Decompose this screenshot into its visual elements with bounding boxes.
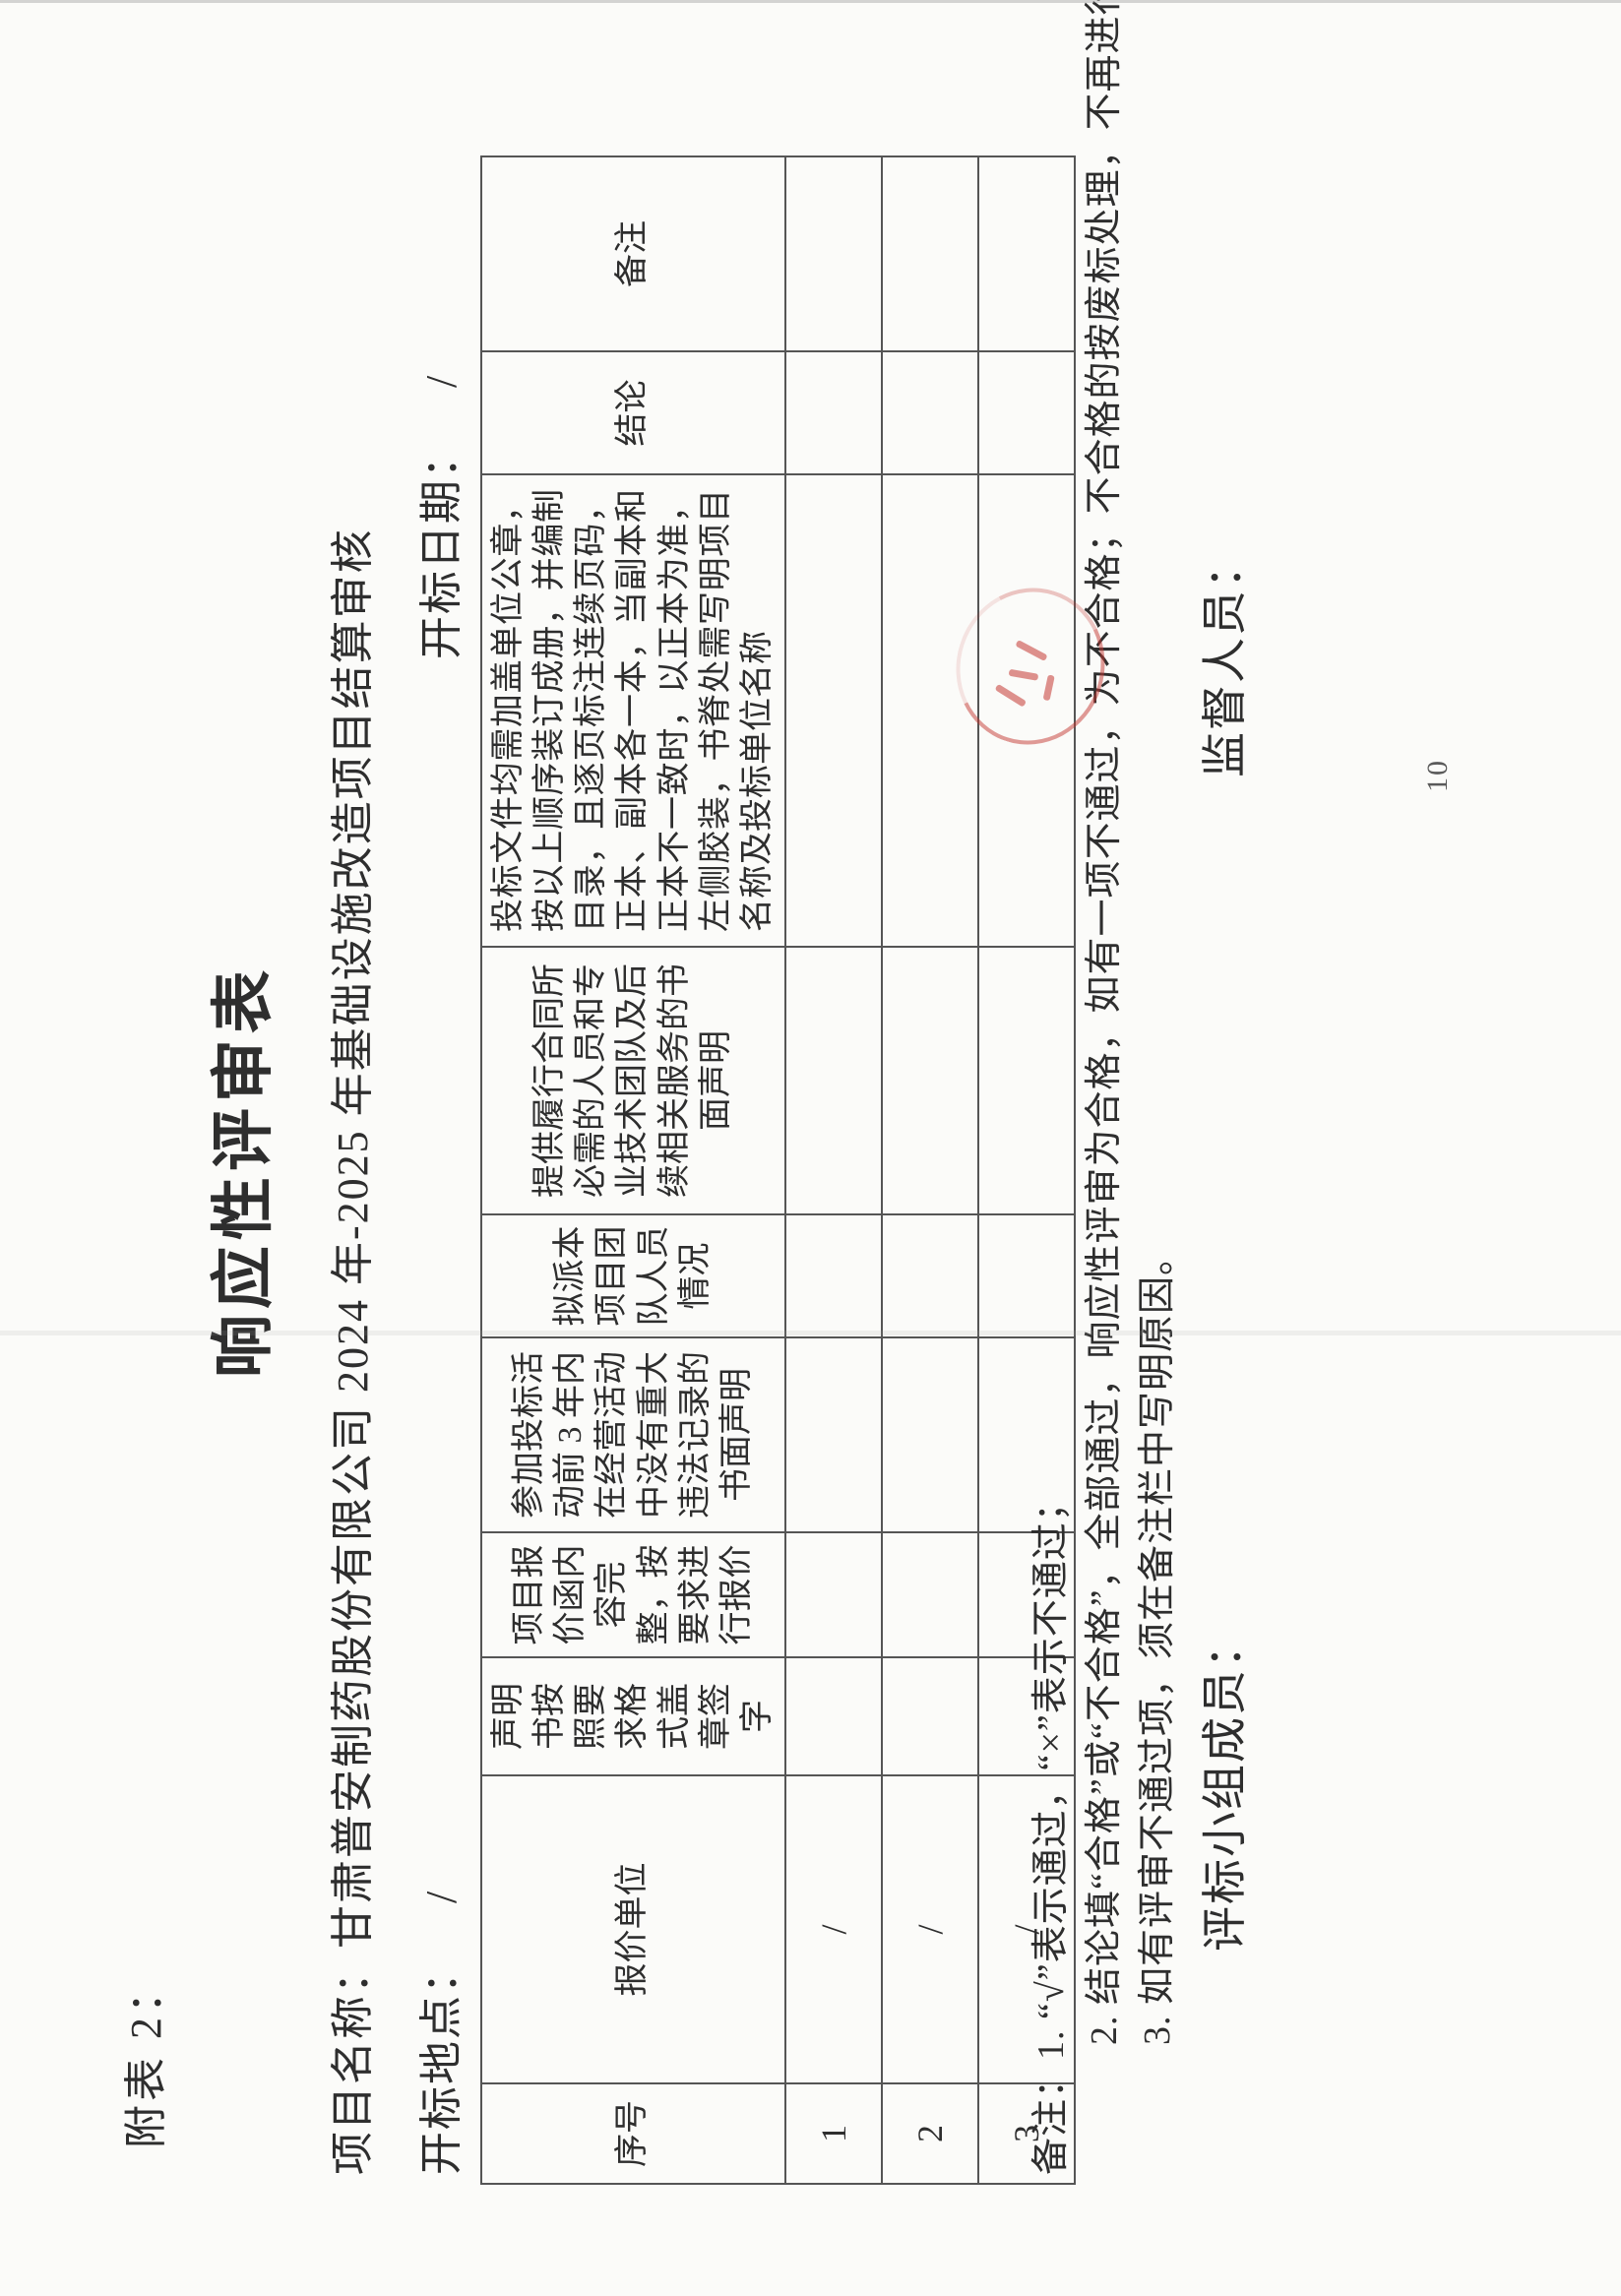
table-cell xyxy=(785,1214,883,1337)
page-number: 10 xyxy=(1421,759,1454,792)
seal-stroke xyxy=(994,683,1028,708)
table-cell: / xyxy=(785,1775,883,2083)
seal-stroke xyxy=(1042,674,1055,702)
project-name-line: 项目名称：甘肃普安制药股份有限公司 2024 年-2025 年基础设施改造项目结… xyxy=(317,527,380,2175)
open-date-label: 开标日期： xyxy=(417,433,466,659)
opening-info-line: 开标地点： / 开标日期： / xyxy=(405,374,468,2175)
project-name-value: 甘肃普安制药股份有限公司 2024 年-2025 年基础设施改造项目结算审核 xyxy=(329,527,377,1949)
table-cell xyxy=(882,1214,979,1337)
open-place-label: 开标地点： xyxy=(417,1949,466,2175)
open-date-group: 开标日期： / xyxy=(405,374,468,659)
title-wrap: 响应性评审表 xyxy=(193,157,283,2185)
project-name-label: 项目名称： xyxy=(329,1949,377,2175)
appendix-tag: 附表 2： xyxy=(122,1966,170,2148)
table-cell xyxy=(785,1337,883,1532)
table-cell xyxy=(785,1657,883,1775)
table-cell xyxy=(882,156,979,351)
table-cell xyxy=(882,1337,979,1532)
footnote-3: 3. 如有评审不通过项，须在备注栏中写明原因。 xyxy=(1136,1236,1178,2045)
seal-stroke xyxy=(1008,668,1039,681)
footnote-2: 2. 结论填“合格”或“不合格”，全部通过，响应性评审为合格，如有一项不通过，为… xyxy=(1083,0,1125,2045)
table-row: 2/ xyxy=(882,156,979,2184)
table-header-cell: 备注 xyxy=(481,156,786,351)
table-header-cell: 结论 xyxy=(481,351,786,474)
footnotes: 备注：1. “√”表示通过，“×”表示不通过； 2. 结论填“合格”或“不合格”… xyxy=(1026,0,1185,2175)
open-date-value: / xyxy=(417,373,466,388)
table-header-row: 序号 报价单位 声明书按照要求格式盖章签字 项目报价函内容完整，按要求进行报价 参加投标… xyxy=(481,156,786,2184)
review-table: 序号 报价单位 声明书按照要求格式盖章签字 项目报价函内容完整，按要求进行报价 参加投标… xyxy=(480,155,1076,2185)
table-row: 1/ xyxy=(785,156,883,2184)
scan-streak-artifact xyxy=(0,1331,1621,1335)
table-header-cell: 提供履行合同所必需的人员和专业技术团队及后续相关服务的书面声明 xyxy=(481,947,786,1214)
table-header-cell: 项目报价函内容完整，按要求进行报价 xyxy=(481,1532,786,1657)
table-cell: / xyxy=(882,1775,979,2083)
table-header-cell: 拟派本项目团队人员情况 xyxy=(481,1214,786,1337)
page-title: 响应性评审表 xyxy=(209,964,279,1378)
table-header-cell: 参加投标活动前 3 年内在经营活动中没有重大违法记录的书面声明 xyxy=(481,1337,786,1532)
table-header-cell: 声明书按照要求格式盖章签字 xyxy=(481,1657,786,1775)
table-cell xyxy=(882,351,979,474)
table-cell xyxy=(882,947,979,1214)
supervisor-signature-label: 监督人员： xyxy=(1200,541,1250,777)
footnote-1: 备注：1. “√”表示通过，“×”表示不通过； xyxy=(1030,1483,1072,2175)
table-cell xyxy=(785,1532,883,1657)
table-header-cell: 投标文件均需加盖单位公章，按以上顺序装订成册，并编制目录，且逐页标注连续页码，正… xyxy=(481,474,786,947)
committee-signature-label: 评标小组成员： xyxy=(1200,1621,1250,1952)
table-header-cell: 报价单位 xyxy=(481,1775,786,2083)
table-cell xyxy=(785,156,883,351)
scan-edge-artifact xyxy=(0,0,1621,3)
table-cell: 2 xyxy=(882,2083,979,2184)
table-cell xyxy=(882,1532,979,1657)
seal-stroke xyxy=(1015,639,1048,662)
table-cell xyxy=(882,1657,979,1775)
table-cell xyxy=(785,947,883,1214)
table-cell xyxy=(882,474,979,947)
table-header-cell: 序号 xyxy=(481,2083,786,2184)
table-cell: 1 xyxy=(785,2083,883,2184)
open-place-value: / xyxy=(417,1889,466,1903)
table-cell xyxy=(785,474,883,947)
table-cell xyxy=(785,351,883,474)
